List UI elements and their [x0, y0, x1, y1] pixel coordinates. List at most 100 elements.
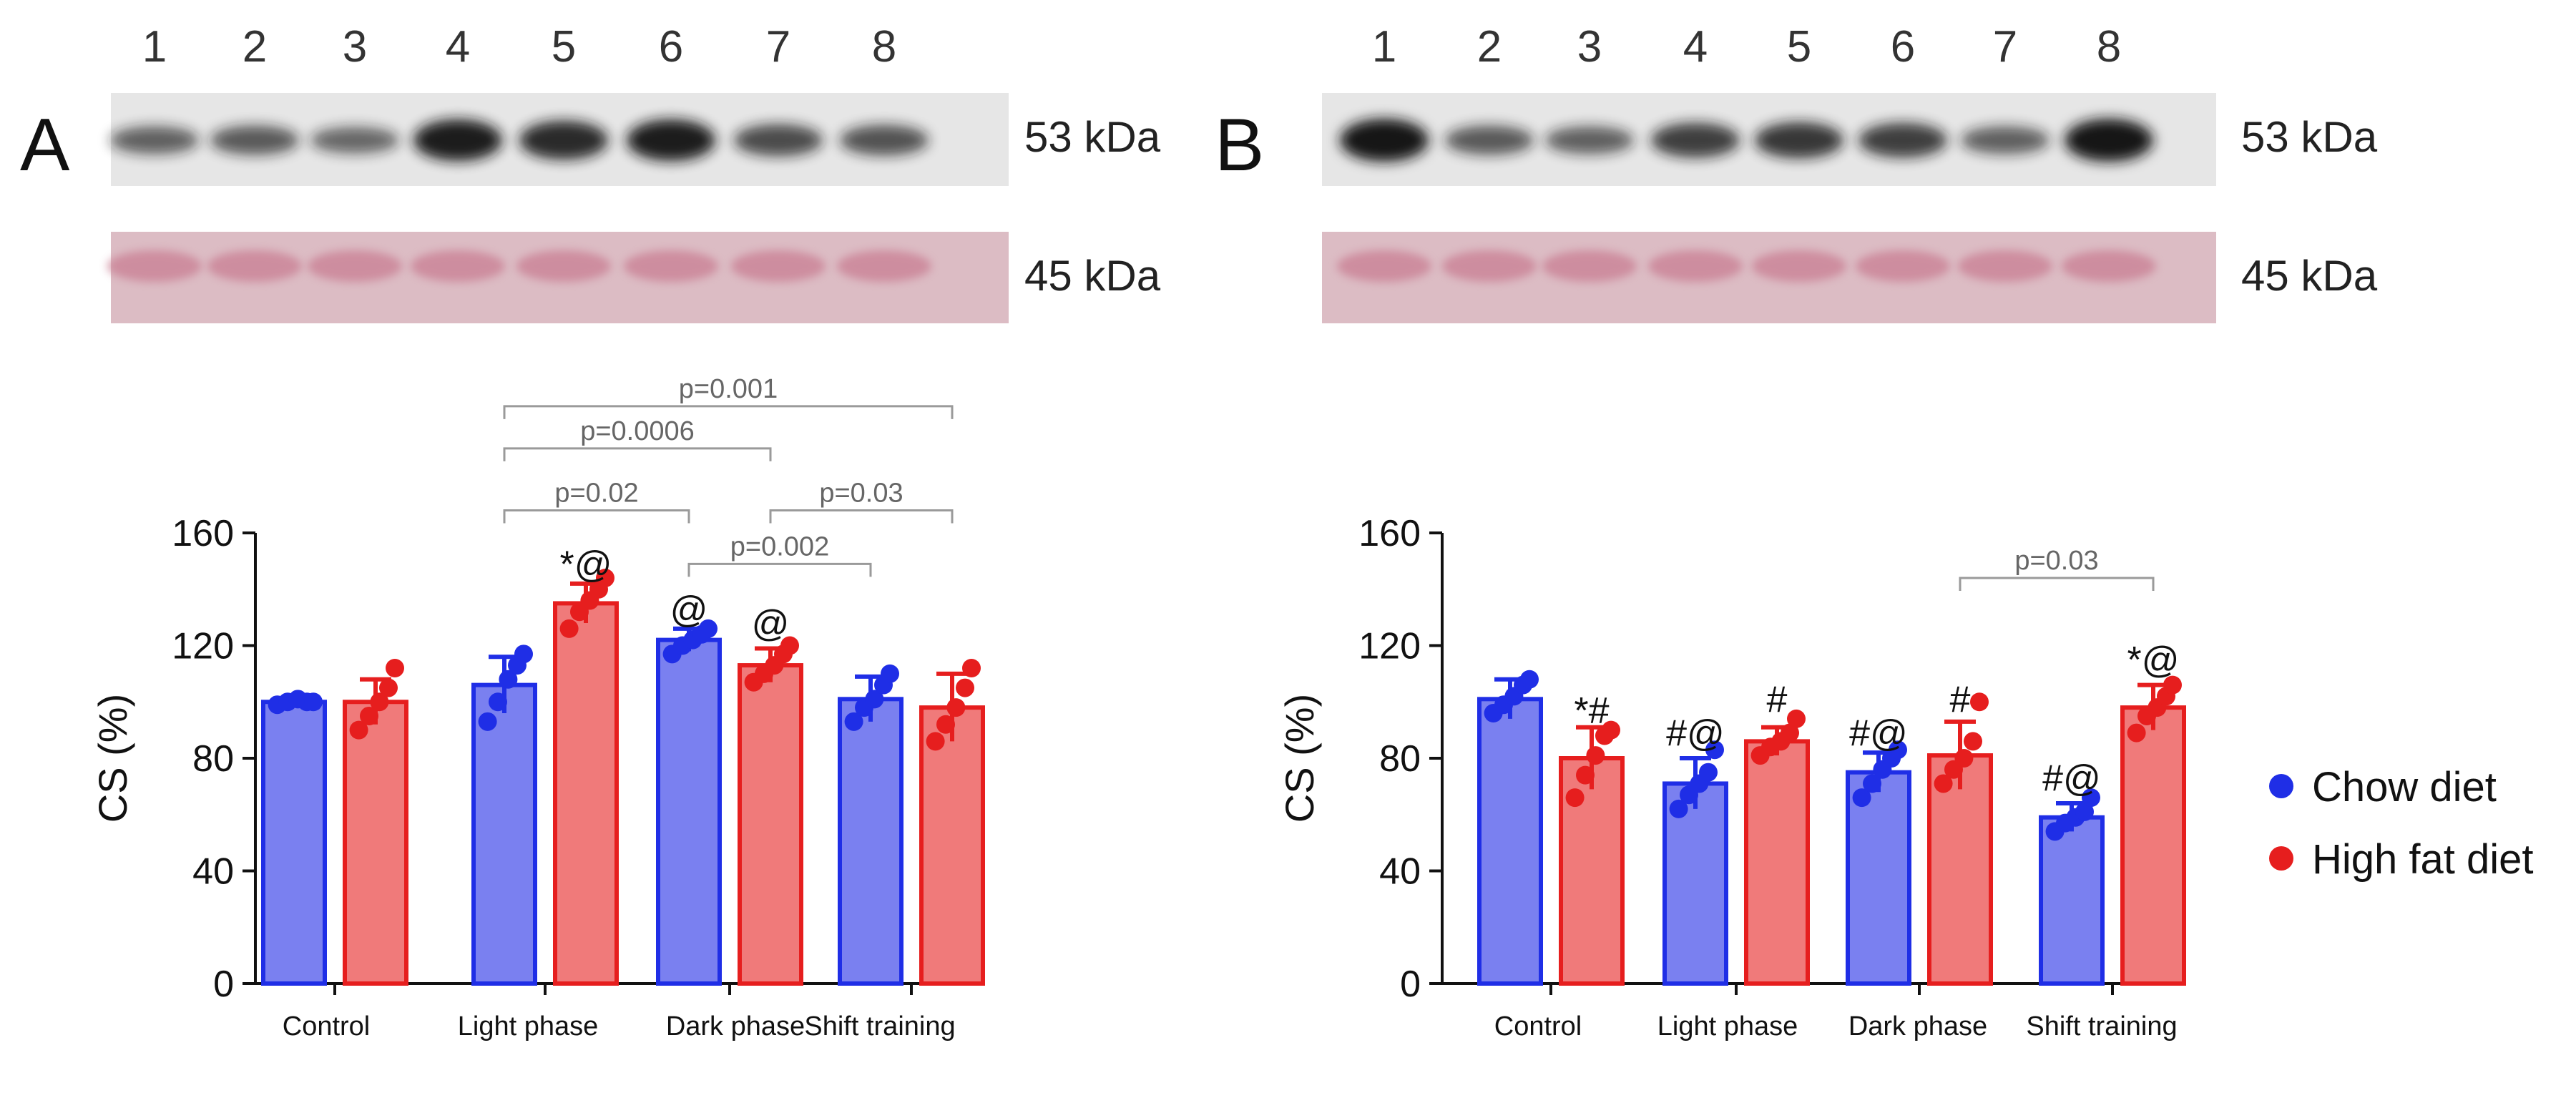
blot-band: [2065, 119, 2153, 162]
blot-label-45kda: 45 kDa: [1024, 252, 1161, 300]
bar: [553, 601, 619, 986]
blot-label-45kda: 45 kDa: [2241, 252, 2378, 300]
lane-number: 3: [1577, 22, 1602, 72]
x-tick-label: Shift training: [2026, 1011, 2177, 1041]
data-point: [379, 678, 398, 697]
data-point: [1586, 746, 1605, 765]
ponceau-band: [516, 250, 611, 282]
data-point: [349, 720, 368, 740]
ponceau-band: [107, 250, 202, 282]
data-point: [1781, 723, 1799, 742]
lane-number: 6: [1891, 22, 1915, 72]
lane-number: 2: [243, 22, 267, 72]
comparison-p-value: p=0.02: [554, 479, 638, 509]
blot-label-53kda: 53 kDa: [2241, 113, 2378, 161]
data-point: [1787, 709, 1806, 728]
bar: [471, 682, 537, 986]
data-point: [1970, 692, 1989, 712]
blot-band: [110, 126, 199, 155]
data-point: [946, 698, 966, 717]
blot-band: [1961, 126, 2049, 155]
y-tick-label: 0: [213, 964, 234, 1005]
significance-annotation: #: [1767, 679, 1788, 720]
blot-band: [1651, 122, 1740, 158]
y-tick-label: 80: [192, 738, 234, 780]
ponceau-band: [1337, 250, 1431, 282]
data-point: [360, 706, 378, 725]
bar: [656, 637, 722, 986]
data-point: [2163, 675, 2182, 695]
blot-band: [1545, 126, 1634, 155]
significance-annotation: *@: [559, 544, 612, 585]
x-tick-label: Dark phase: [666, 1011, 805, 1041]
ponceau-band: [1856, 250, 1950, 282]
x-tick-label: Light phase: [1657, 1011, 1798, 1041]
significance-annotation: #: [1950, 679, 1971, 720]
comparison-bracket: [1959, 577, 2155, 591]
lane-number: 5: [1787, 22, 1811, 72]
data-point: [699, 619, 718, 638]
ponceau-band: [207, 250, 302, 282]
data-point: [1863, 774, 1881, 793]
ponceau-band: [411, 250, 505, 282]
lane-number: 7: [766, 22, 790, 72]
blot-band: [1445, 125, 1534, 155]
ponceau-band: [308, 250, 402, 282]
lane-number: 1: [142, 22, 167, 72]
blot-band: [210, 125, 299, 155]
data-point: [304, 692, 323, 712]
bar: [261, 700, 327, 986]
data-point: [936, 715, 955, 734]
bar: [2120, 705, 2186, 986]
lane-number: 3: [343, 22, 367, 72]
legend-marker-hfd: [2269, 846, 2293, 871]
ponceau-band: [624, 250, 718, 282]
data-point: [559, 619, 579, 638]
x-tick-label: Shift training: [804, 1011, 955, 1041]
data-point: [1852, 788, 1871, 808]
y-axis-title: CS (%): [1277, 694, 1322, 823]
data-point: [2082, 788, 2100, 808]
ponceau-band: [1752, 250, 1846, 282]
ponceau-band: [1648, 250, 1743, 282]
data-point: [956, 678, 974, 697]
bar: [2039, 815, 2105, 986]
lane-number: 5: [552, 22, 576, 72]
data-point: [1964, 732, 1982, 751]
bar: [919, 705, 985, 986]
lane-number: 6: [659, 22, 683, 72]
blot-band: [1340, 119, 1429, 162]
y-tick-label: 120: [1358, 626, 1421, 667]
y-tick-label: 160: [1358, 513, 1421, 554]
y-tick-label: 40: [1379, 851, 1421, 893]
bar: [1477, 697, 1543, 986]
blot-band: [1755, 122, 1843, 159]
bar: [343, 700, 408, 986]
lane-number: 4: [1683, 22, 1708, 72]
comparison-p-value: p=0.0006: [580, 416, 695, 446]
comparison-p-value: p=0.03: [819, 479, 903, 509]
lane-number: 4: [446, 22, 470, 72]
y-tick-label: 40: [192, 851, 234, 893]
data-point: [1602, 720, 1620, 740]
data-point: [596, 569, 614, 587]
data-point: [844, 712, 863, 731]
significance-annotation: #@: [2042, 758, 2101, 800]
data-point: [514, 644, 533, 664]
ponceau-band: [2062, 250, 2156, 282]
blot-band: [840, 124, 929, 156]
bar: [1744, 739, 1810, 986]
data-point: [370, 692, 389, 712]
y-tick-label: 120: [172, 626, 234, 667]
comparison-bracket: [769, 509, 954, 524]
lane-number: 8: [872, 22, 896, 72]
data-point: [1699, 763, 1718, 782]
x-tick-label: Dark phase: [1848, 1011, 1987, 1041]
blot-band: [734, 124, 823, 157]
comparison-p-value: p=0.001: [679, 374, 778, 404]
data-point: [1520, 670, 1539, 689]
data-point: [489, 692, 507, 712]
data-point: [780, 636, 799, 655]
data-point: [881, 664, 899, 683]
